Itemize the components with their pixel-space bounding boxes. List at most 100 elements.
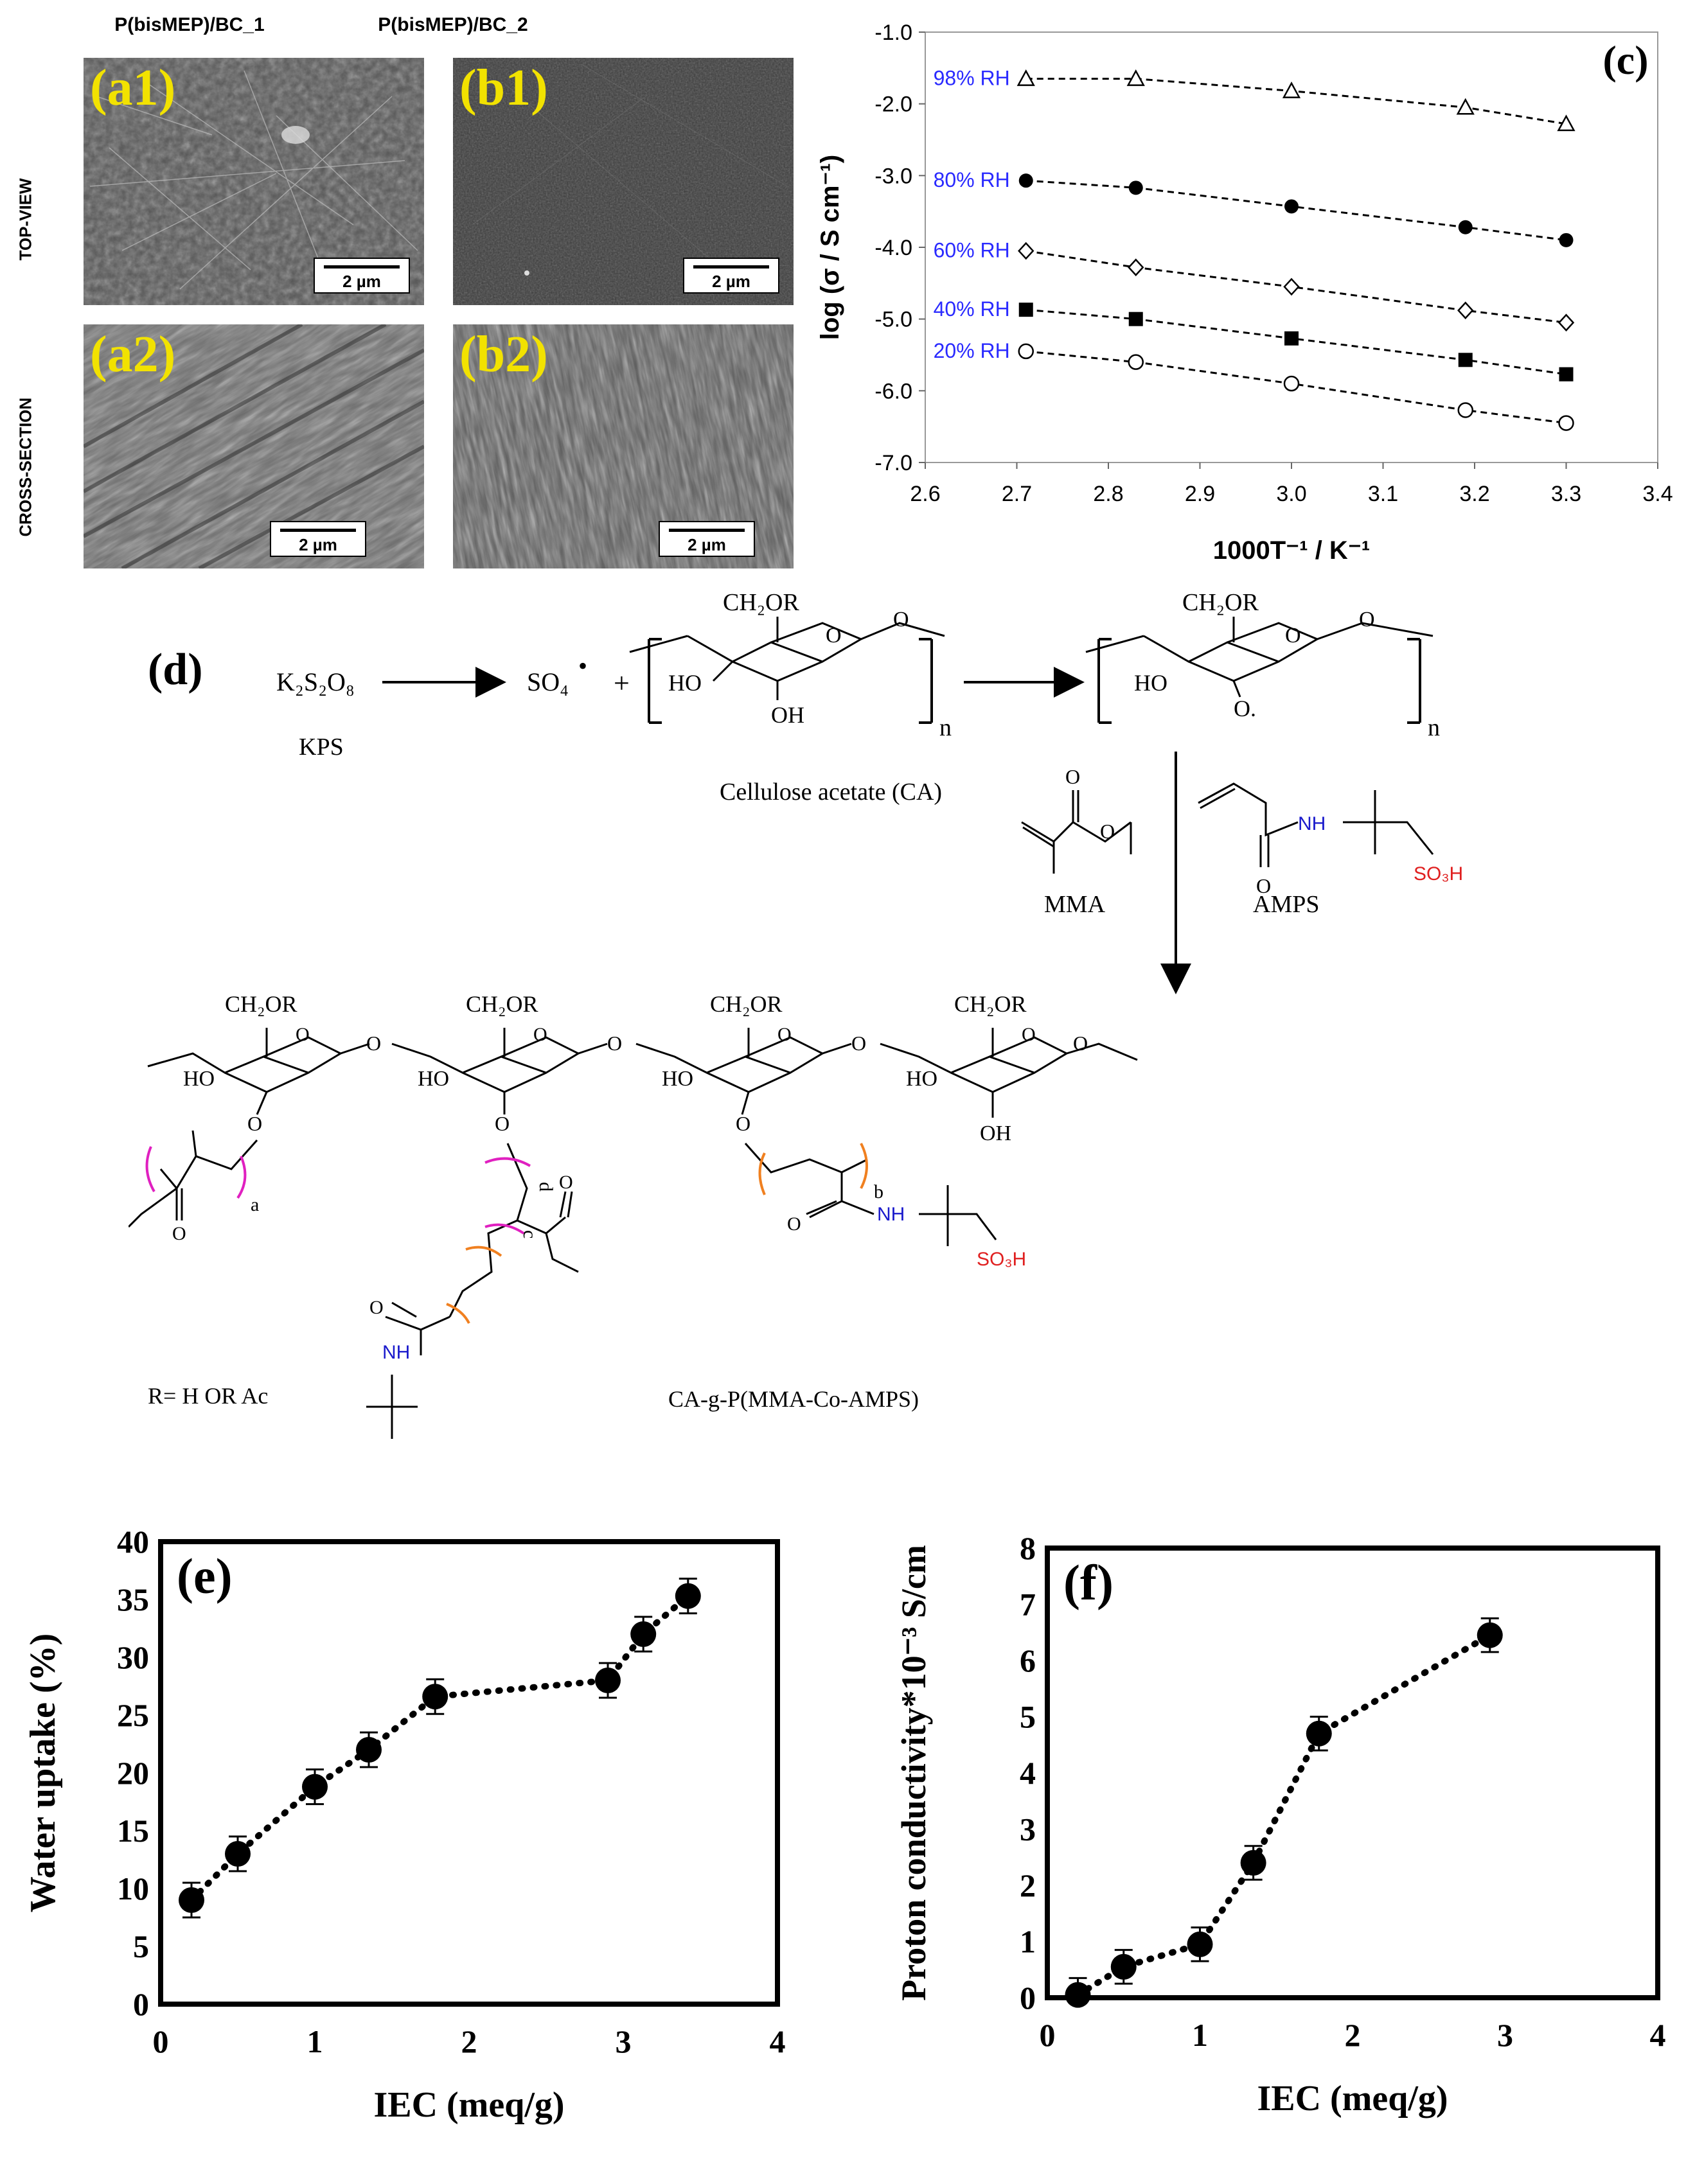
panel-tag-a1: (a1) bbox=[90, 60, 176, 116]
cellulose-unit-reactant bbox=[629, 617, 945, 724]
data-point bbox=[1284, 199, 1299, 214]
y-tick-label: 20 bbox=[117, 1755, 149, 1791]
mma-structure bbox=[1021, 790, 1132, 874]
sem-column-title-1: P(bisMEP)/BC_1 bbox=[114, 14, 265, 35]
data-point bbox=[1240, 1850, 1266, 1876]
amps-so3h: SO₃H bbox=[1414, 863, 1463, 885]
subscript-d: d bbox=[535, 1182, 556, 1192]
subscript-c: c bbox=[519, 1230, 540, 1238]
x-tick-label: 4 bbox=[1650, 2017, 1666, 2053]
y-tick-label: -6.0 bbox=[874, 379, 912, 403]
y-tick-label: 30 bbox=[117, 1639, 149, 1675]
data-point bbox=[225, 1841, 251, 1867]
scale-bar-b2: 2 µm bbox=[659, 521, 755, 557]
x-axis-label: 1000T⁻¹ / K⁻¹ bbox=[1213, 536, 1371, 565]
y-tick-label: 25 bbox=[117, 1697, 149, 1733]
chart-c-conductivity-arrhenius: 2.6 2.7 2.8 2.9 3.0 3.1 3.2 3.3 3.4 -1.0 -2.0 -3.0 -… bbox=[816, 21, 1673, 565]
y-axis-label: log (σ / S cm⁻¹) bbox=[816, 155, 844, 340]
trend-line bbox=[1074, 1632, 1493, 1998]
series-label: 98% RH bbox=[934, 67, 1010, 90]
graft-copolymer-cd bbox=[366, 1143, 579, 1439]
series-label: 40% RH bbox=[934, 297, 1010, 321]
bracket-b-left bbox=[758, 1152, 766, 1195]
x-tick-label: 1 bbox=[307, 2023, 323, 2059]
mma-o-ester: O bbox=[1100, 820, 1115, 843]
bracket-c-pink bbox=[484, 1223, 525, 1235]
y-tick-label: 4 bbox=[1020, 1755, 1036, 1791]
panel-label-d: (d) bbox=[148, 645, 203, 694]
y-tick-label: 35 bbox=[117, 1581, 149, 1617]
o-link-2: O bbox=[607, 1032, 622, 1055]
data-point bbox=[422, 1684, 448, 1710]
chart-f-proton-conductivity: 0 1 2 3 4 0 1 2 3 4 5 6 7 8 IEC (meq/g) (f) Proton condu… bbox=[894, 1530, 1666, 2118]
data-point bbox=[179, 1887, 204, 1913]
sulfate-radical: SO₄ bbox=[527, 667, 569, 696]
cellulose-unit-radical bbox=[1085, 617, 1433, 724]
y-tick-label: 0 bbox=[133, 1986, 149, 2022]
y-tick-label: 6 bbox=[1020, 1642, 1036, 1678]
sem-image-b2: (b2) 2 µm bbox=[453, 324, 794, 568]
graft-cd-nh: NH bbox=[382, 1342, 410, 1363]
x-tick-label: 0 bbox=[1040, 2017, 1056, 2053]
ch2or-unit2: CH₂OR bbox=[466, 991, 538, 1017]
scheme-d-synthesis: (d) K₂S₂O₈ KPS SO₄ • + CH₂OR HO OH O O n… bbox=[129, 589, 1463, 1439]
x-tick-label: 2.8 bbox=[1093, 482, 1123, 506]
x-tick-label: 3.2 bbox=[1459, 482, 1489, 506]
data-point bbox=[1018, 242, 1034, 260]
data-point bbox=[1128, 354, 1144, 370]
graft-b-nh: NH bbox=[877, 1204, 905, 1225]
ring-o-unit1: O bbox=[296, 1024, 310, 1045]
ho-unit3: HO bbox=[662, 1067, 693, 1091]
data-point bbox=[1559, 233, 1574, 247]
series-line bbox=[1025, 78, 1566, 125]
sem-row-title-cross: CROSS-SECTION bbox=[15, 397, 35, 537]
repeat-n-reactant: n bbox=[939, 714, 952, 741]
ho-reactant: HO bbox=[668, 670, 702, 696]
x-tick-label: 2 bbox=[1345, 2017, 1361, 2053]
ho-unit4: HO bbox=[906, 1067, 937, 1091]
panel-label-f: (f) bbox=[1063, 1554, 1114, 1610]
bracket-a-left bbox=[145, 1146, 155, 1192]
y-axis-label: Proton conductivity*10⁻³ S/cm bbox=[894, 1545, 933, 2001]
series-label: 80% RH bbox=[934, 168, 1010, 191]
mma-label: MMA bbox=[1044, 891, 1106, 918]
series-label: 60% RH bbox=[934, 239, 1010, 262]
ch2or-unit4: CH₂OR bbox=[954, 991, 1027, 1017]
data-point bbox=[595, 1668, 621, 1693]
x-tick-label: 3.3 bbox=[1551, 482, 1581, 506]
cellulose-name: Cellulose acetate (CA) bbox=[720, 779, 942, 806]
ring-o-radical: O bbox=[1285, 624, 1301, 647]
data-point bbox=[1018, 303, 1033, 317]
amps-label: AMPS bbox=[1253, 891, 1320, 918]
y-tick-label: 10 bbox=[117, 1871, 149, 1907]
glycosidic-o-reactant: O bbox=[893, 608, 909, 631]
ch2or-unit1: CH₂OR bbox=[225, 991, 297, 1017]
x-tick-label: 2.9 bbox=[1185, 482, 1215, 506]
x-tick-label: 3 bbox=[616, 2023, 632, 2059]
repeat-n-radical: n bbox=[1428, 714, 1440, 741]
graft-cd-o-carbonyl: O bbox=[559, 1172, 573, 1193]
data-point bbox=[1018, 343, 1034, 360]
ho-unit2: HO bbox=[418, 1067, 449, 1091]
graft-b-so3h: SO₃H bbox=[977, 1249, 1026, 1270]
data-point bbox=[1018, 173, 1033, 188]
o-graft-2: O bbox=[495, 1112, 510, 1135]
data-point bbox=[1306, 1720, 1332, 1747]
data-point bbox=[1016, 69, 1035, 86]
data-point bbox=[1283, 375, 1300, 392]
bracket-d bbox=[484, 1157, 531, 1167]
bracket-b-right bbox=[860, 1143, 868, 1189]
amps-nh: NH bbox=[1298, 813, 1326, 834]
data-point bbox=[675, 1583, 701, 1609]
x-tick-label: 1 bbox=[1192, 2017, 1208, 2053]
graft-a-o-carbonyl: O bbox=[172, 1223, 186, 1244]
scale-bar-a1: 2 µm bbox=[314, 258, 410, 294]
amps-o-carbonyl: O bbox=[1256, 874, 1271, 897]
data-point bbox=[630, 1621, 657, 1647]
data-point bbox=[1557, 114, 1575, 132]
graft-b-o-carbonyl: O bbox=[787, 1213, 801, 1235]
x-tick-label: 4 bbox=[770, 2023, 786, 2059]
subscript-a: a bbox=[251, 1194, 259, 1215]
bracket-a-right bbox=[236, 1156, 247, 1199]
x-tick-label: 3.0 bbox=[1276, 482, 1306, 506]
